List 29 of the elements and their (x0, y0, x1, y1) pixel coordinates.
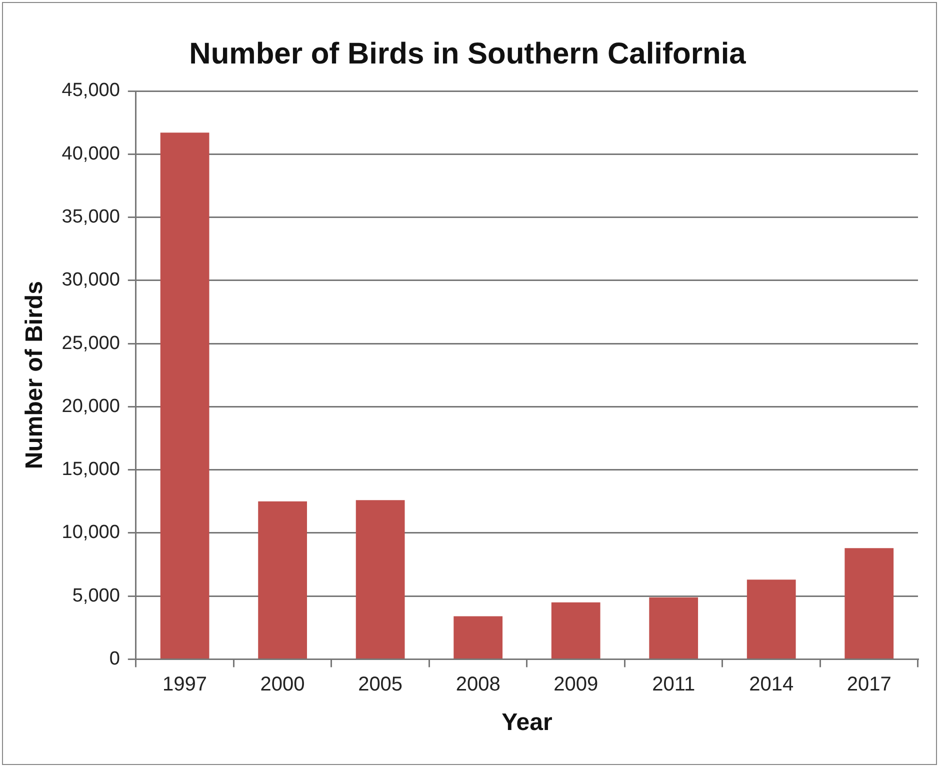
bar (844, 548, 894, 658)
bar (258, 501, 307, 658)
x-axis-title: Year (502, 709, 552, 736)
y-tick-label: 40,000 (62, 143, 120, 164)
bar (551, 602, 600, 658)
x-tick-label: 2017 (846, 674, 892, 696)
y-tick-label: 5,000 (72, 585, 120, 606)
x-tick-label: 2000 (260, 674, 305, 696)
x-tick-label: 2005 (358, 674, 403, 696)
y-tick-label: 45,000 (62, 80, 120, 102)
bar (356, 500, 405, 658)
y-tick-label: 35,000 (62, 206, 120, 228)
bar (454, 616, 503, 658)
x-tick-label: 1997 (162, 674, 208, 696)
bar (649, 597, 698, 658)
y-tick-label: 20,000 (62, 396, 120, 417)
x-tick-label: 2014 (749, 674, 794, 696)
bar (160, 132, 210, 658)
x-tick-label: 2008 (456, 674, 500, 696)
y-tick-label: 25,000 (62, 332, 120, 354)
y-tick-label: 15,000 (62, 459, 120, 480)
chart-title: Number of Birds in Southern California (189, 37, 746, 70)
x-tick-label: 2009 (554, 674, 598, 696)
x-tick-label: 2011 (652, 674, 696, 696)
y-tick-label: 30,000 (62, 270, 120, 291)
bar (746, 580, 796, 658)
y-axis-title: Number of Birds (21, 281, 48, 470)
y-tick-label: 10,000 (62, 522, 120, 544)
y-tick-label: 0 (109, 648, 120, 670)
